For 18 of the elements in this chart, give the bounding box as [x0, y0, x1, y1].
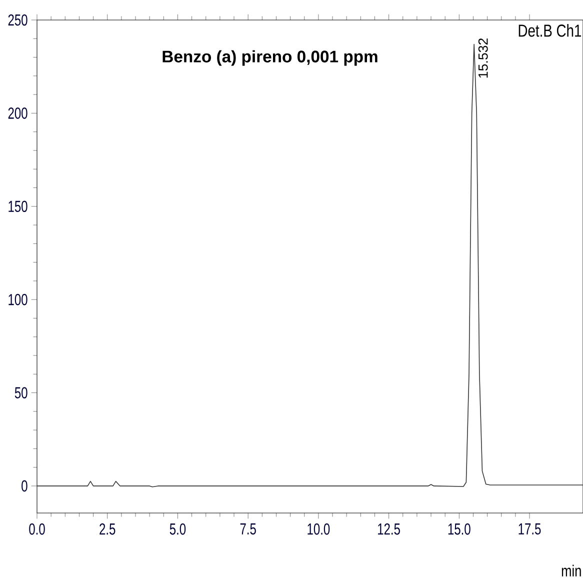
x-tick-label: 5.0 [170, 523, 186, 535]
y-tick-label: 0 [22, 480, 28, 492]
x-tick-label: 7.5 [240, 523, 256, 535]
y-tick-label: 150 [8, 200, 28, 212]
x-tick-label: 12.5 [378, 523, 400, 535]
x-tick-label: 15.0 [448, 523, 470, 535]
y-tick-label: 100 [8, 294, 28, 306]
annotation: 15.532 [478, 38, 488, 78]
y-tick-label: 200 [8, 108, 28, 119]
x-tick-label: 17.5 [518, 523, 541, 535]
x-tick-label: 10.0 [308, 523, 330, 535]
x-tick-label: 2.5 [100, 523, 116, 535]
y-tick-label: 50 [14, 387, 28, 398]
x-axis-title: min [562, 564, 581, 576]
text: Benzo (a) pireno 0,001 ppm [162, 50, 378, 66]
y-tick-label: 250 [8, 14, 28, 26]
annotation: Det.B Ch1 [518, 24, 582, 37]
x-tick-label: 0.0 [29, 523, 45, 535]
